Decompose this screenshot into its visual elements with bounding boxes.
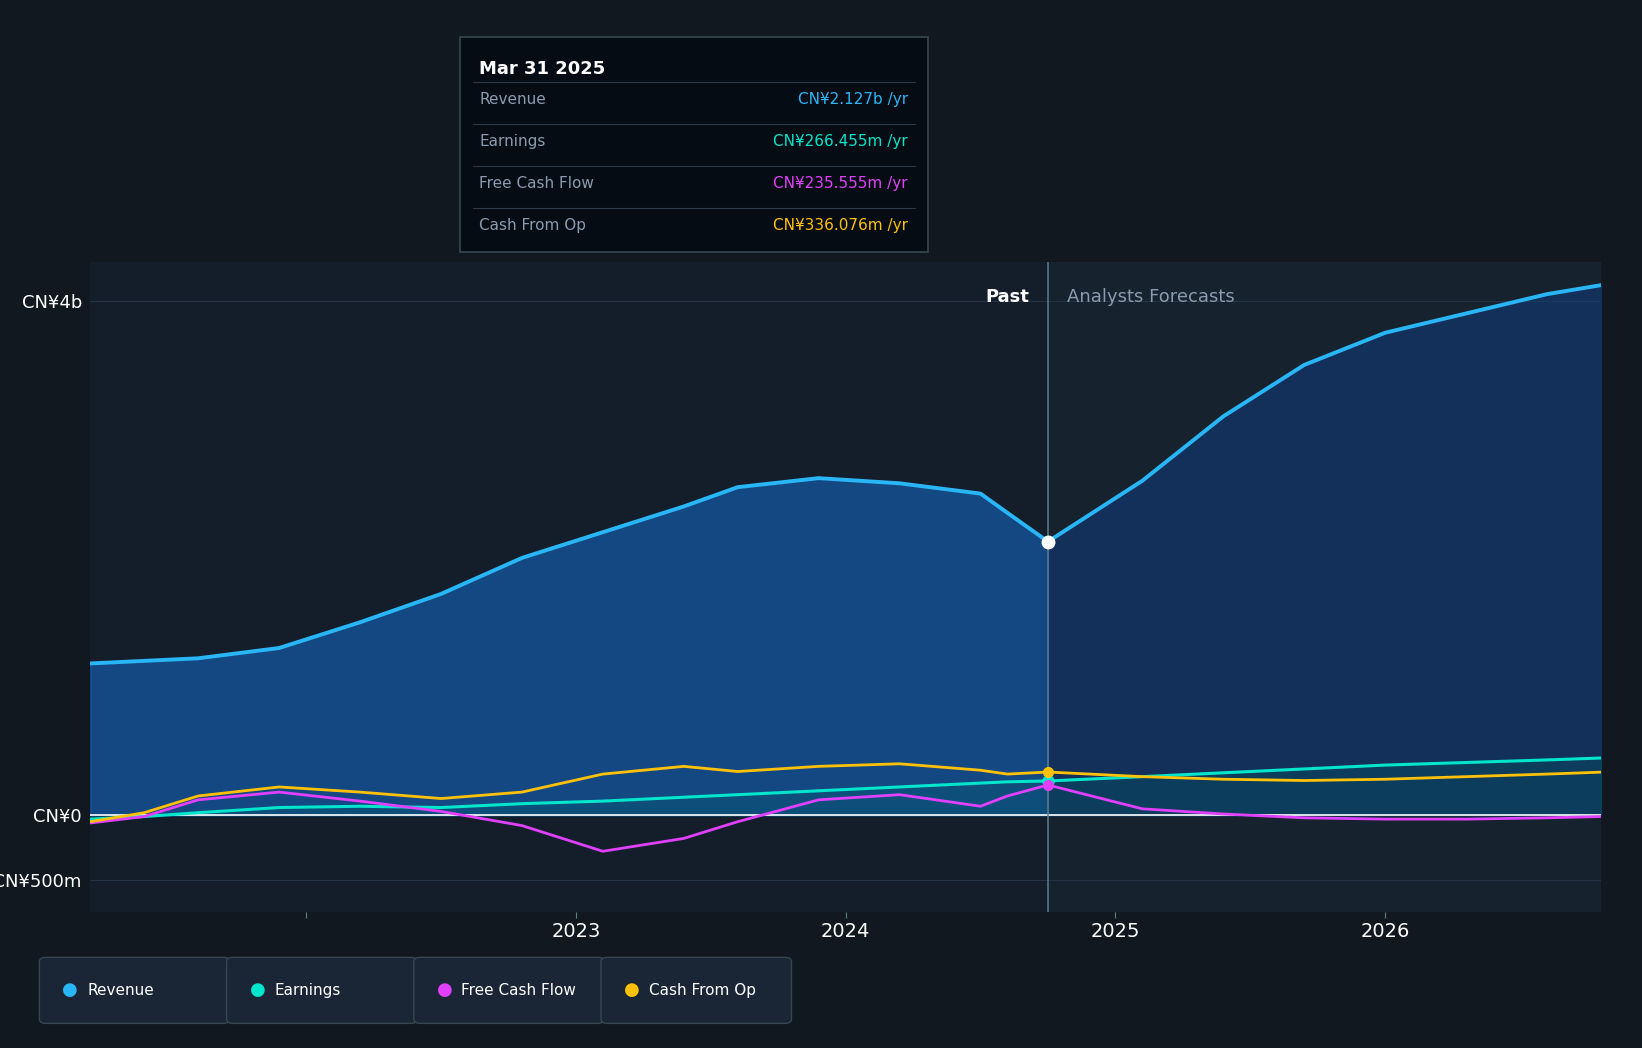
Text: CN¥336.076m /yr: CN¥336.076m /yr <box>773 218 908 233</box>
Text: Mar 31 2025: Mar 31 2025 <box>479 60 606 78</box>
Text: Revenue: Revenue <box>87 983 154 998</box>
Text: Free Cash Flow: Free Cash Flow <box>461 983 576 998</box>
Text: CN¥2.127b /yr: CN¥2.127b /yr <box>798 92 908 107</box>
Text: Earnings: Earnings <box>479 134 545 149</box>
Text: Revenue: Revenue <box>479 92 547 107</box>
Text: CN¥235.555m /yr: CN¥235.555m /yr <box>773 176 908 191</box>
Text: Free Cash Flow: Free Cash Flow <box>479 176 594 191</box>
Bar <box>1048 262 1601 912</box>
Text: Earnings: Earnings <box>274 983 340 998</box>
Text: ●: ● <box>624 981 640 1000</box>
Text: Cash From Op: Cash From Op <box>649 983 755 998</box>
Text: ●: ● <box>62 981 79 1000</box>
Text: Past: Past <box>985 288 1030 306</box>
Text: CN¥266.455m /yr: CN¥266.455m /yr <box>773 134 908 149</box>
Text: Cash From Op: Cash From Op <box>479 218 586 233</box>
Text: Analysts Forecasts: Analysts Forecasts <box>1067 288 1235 306</box>
Text: ●: ● <box>437 981 453 1000</box>
Text: ●: ● <box>250 981 266 1000</box>
